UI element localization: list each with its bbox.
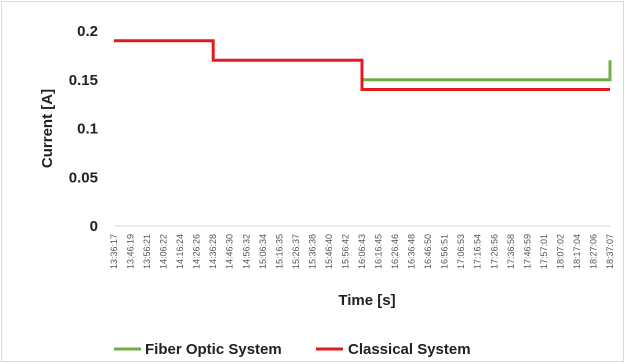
x-tick-label: 15:06:34 [258,234,268,269]
x-tick-label: 16:06:43 [357,234,367,269]
x-tick-label: 17:06:53 [456,234,466,269]
x-tick-label: 18:27:06 [588,234,598,269]
x-tick-label: 15:36:38 [307,234,317,269]
x-tick-label: 15:16:35 [274,234,284,269]
series-line-fiber-optic-system [362,60,612,82]
y-axis-title: Current [A] [39,89,56,168]
x-tick-label: 14:36:28 [208,234,218,269]
legend-label: Classical System [348,341,471,358]
legend-label: Fiber Optic System [145,341,282,358]
x-tick-label: 14:26:26 [192,234,202,269]
x-tick-label: 17:36:58 [506,234,516,269]
x-tick-label: 17:16:54 [473,234,483,269]
x-tick-label: 14:16:24 [175,234,185,269]
x-tick-label: 16:26:46 [390,234,400,269]
y-tick-label: 0 [90,218,98,235]
x-tick-label: 14:06:22 [159,234,169,269]
x-tick-label: 16:16:45 [374,234,384,269]
x-tick-label: 18:07:02 [555,234,565,269]
y-tick-label: 0.2 [77,23,98,40]
x-tick-label: 17:46:59 [522,234,532,269]
x-tick-label: 15:46:40 [324,234,334,269]
series-line-classical-system [114,39,610,91]
x-tick-label: 17:26:56 [489,234,499,269]
x-tick-label: 16:46:50 [423,234,433,269]
x-tick-label: 14:46:30 [225,234,235,269]
x-tick-label: 18:37:07 [605,234,615,269]
x-tick-label: 16:56:51 [440,234,450,269]
x-tick-label: 13:46:19 [126,234,136,269]
x-tick-label: 13:56:21 [142,234,152,269]
x-tick-label: 18:17:04 [572,234,582,269]
legend: Fiber Optic System Classical System [114,341,471,358]
x-axis: 13:36:17 13:46:19 13:56:21 14:06:22 14:16:24… [109,225,615,269]
y-tick-label: 0.1 [77,121,98,138]
x-axis-title: Time [s] [338,292,395,309]
y-tick-label: 0.15 [69,72,98,89]
y-tick-label: 0.05 [69,169,98,186]
y-axis: 0 0.05 0.1 0.15 0.2 [69,23,98,235]
x-tick-label: 16:36:48 [407,234,417,269]
x-tick-label: 17:57:01 [539,234,549,269]
x-tick-label: 15:56:42 [340,234,350,269]
x-tick-label: 15:26:37 [291,234,301,269]
x-tick-label: 13:36:17 [109,234,119,269]
series-lines [114,39,612,91]
x-tick-label: 14:56:32 [241,234,251,269]
